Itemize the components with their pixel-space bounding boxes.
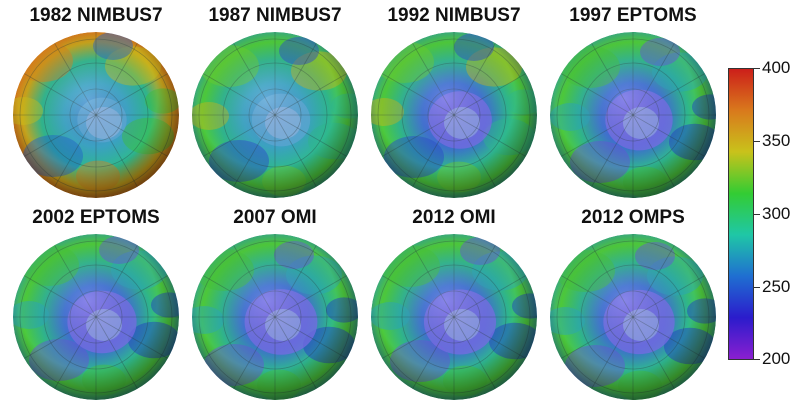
colorbar-tick <box>754 68 760 69</box>
colorbar-tick <box>754 359 760 360</box>
panel-title: 1997 EPTOMS <box>569 5 697 26</box>
ozone-globe-image <box>371 234 537 400</box>
colorbar-gradient <box>728 68 754 360</box>
colorbar-tick-label: 200 <box>762 349 791 368</box>
panel-1992-nimbus7: 1992 NIMBUS7 <box>364 3 544 203</box>
ozone-globe-image <box>371 32 537 198</box>
colorbar-tick <box>754 141 760 142</box>
panel-title: 1987 NIMBUS7 <box>208 5 342 26</box>
ozone-globe-image <box>192 32 358 198</box>
panel-title: 2007 OMI <box>233 207 317 228</box>
panel-2007-omi: 2007 OMI <box>185 205 365 405</box>
panel-title: 2002 EPTOMS <box>32 207 160 228</box>
ozone-globe-image <box>550 234 716 400</box>
panel-2012-omi: 2012 OMI <box>364 205 544 405</box>
colorbar-tick-label: 350 <box>762 131 791 150</box>
colorbar-legend: 400 350 300 250 200 <box>728 59 800 368</box>
ozone-globe-image <box>550 32 716 198</box>
panel-1987-nimbus7: 1987 NIMBUS7 <box>185 3 365 203</box>
colorbar-tick <box>754 214 760 215</box>
panel-title: 1992 NIMBUS7 <box>387 5 521 26</box>
panel-1982-nimbus7: 1982 NIMBUS7 <box>6 3 186 203</box>
ozone-globe-image <box>13 32 179 198</box>
colorbar-tick <box>754 287 760 288</box>
ozone-globe-image <box>13 234 179 400</box>
colorbar-tick-label: 300 <box>762 204 791 223</box>
panel-title: 1982 NIMBUS7 <box>29 5 163 26</box>
panel-2012-omps: 2012 OMPS <box>543 205 723 405</box>
panel-1997-eptoms: 1997 EPTOMS <box>543 3 723 203</box>
panel-title: 2012 OMI <box>412 207 496 228</box>
colorbar-tick-label: 250 <box>762 277 791 296</box>
ozone-globe-image <box>192 234 358 400</box>
panel-title: 2012 OMPS <box>581 207 685 228</box>
panel-2002-eptoms: 2002 EPTOMS <box>6 205 186 405</box>
colorbar-tick-label: 400 <box>762 58 791 77</box>
